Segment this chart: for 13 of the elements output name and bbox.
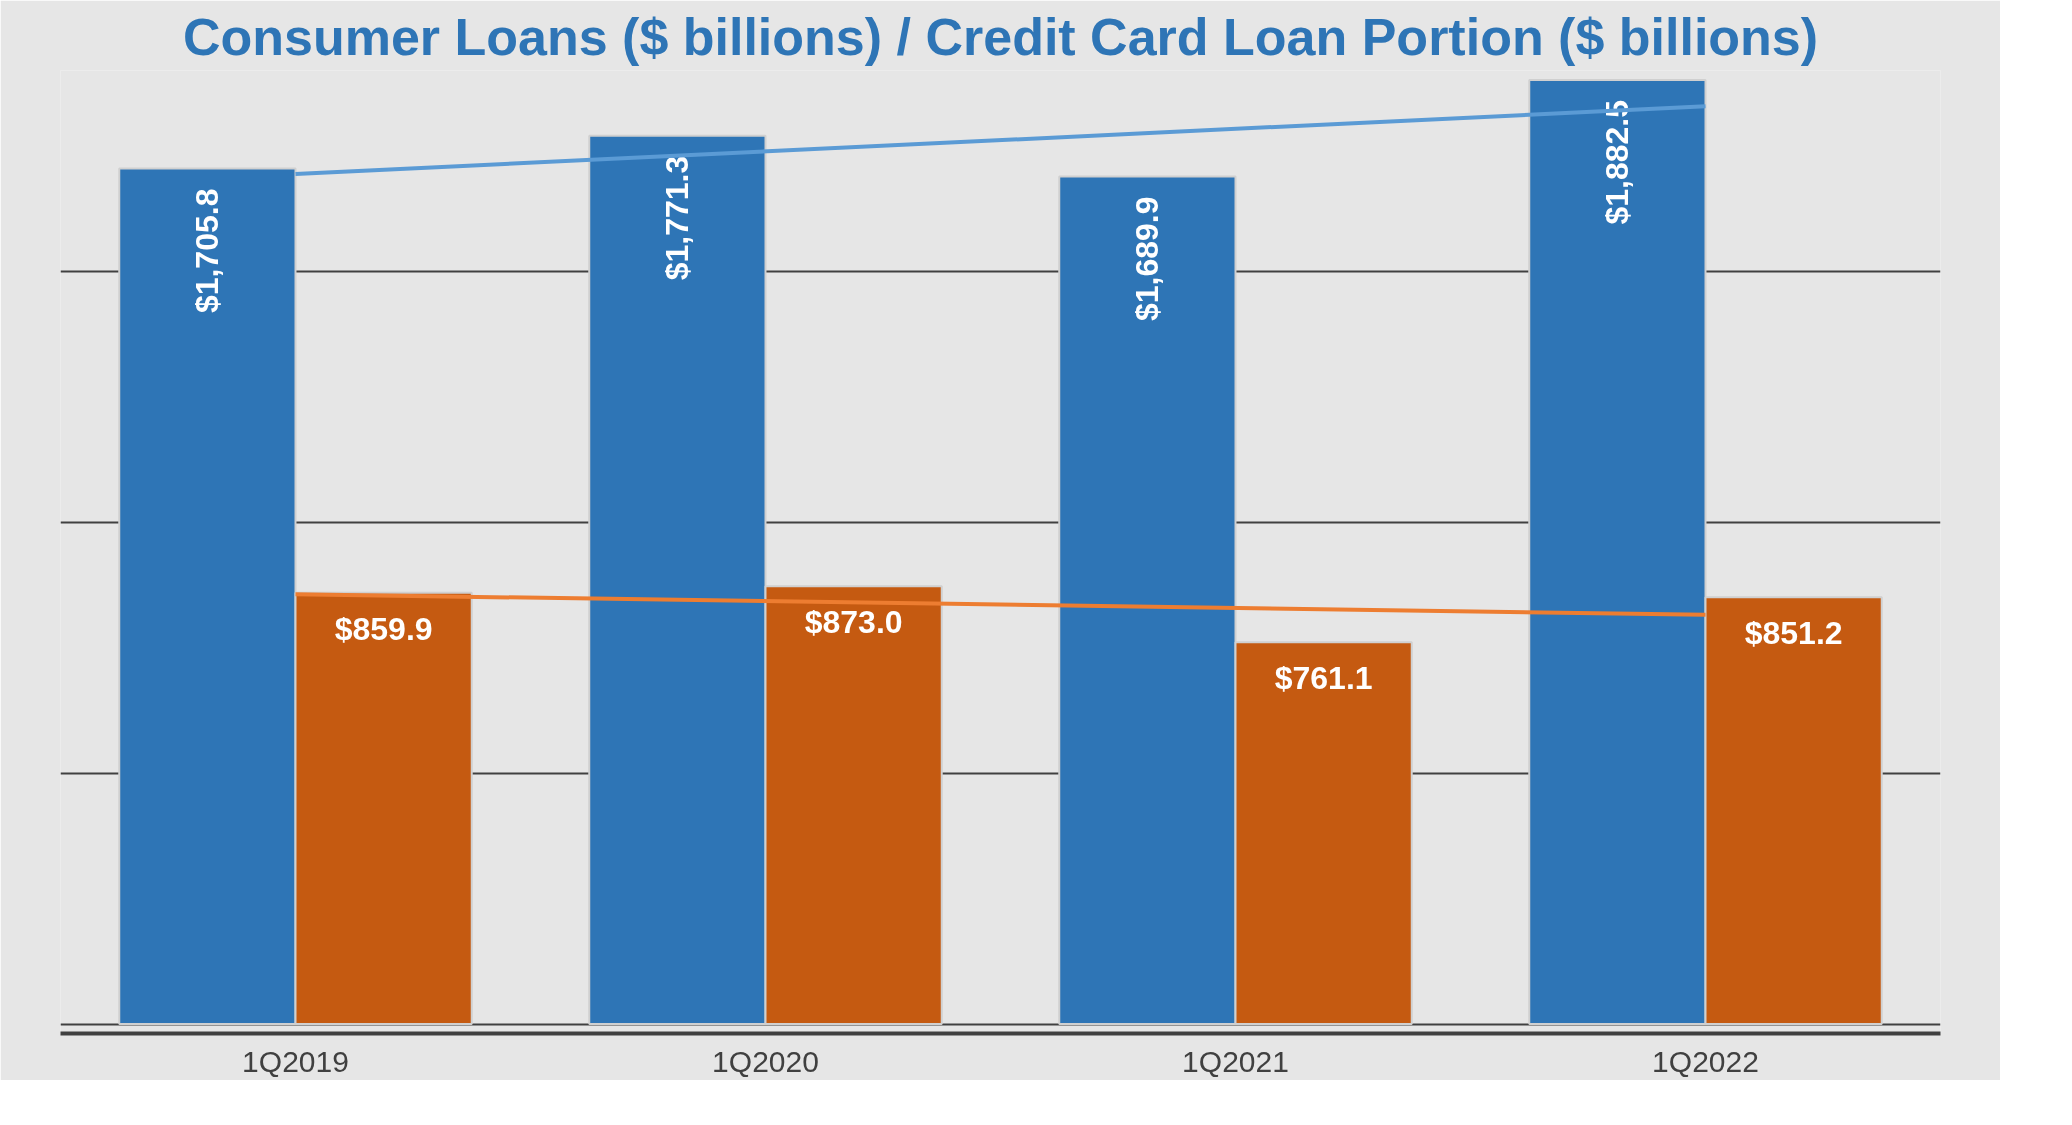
x-tick-label: 1Q2019 [242, 1044, 349, 1078]
data-label: $761.1 [1274, 660, 1373, 697]
x-tick-label: 1Q2021 [1182, 1044, 1289, 1078]
data-label: $851.2 [1744, 615, 1843, 652]
data-label: $873.0 [804, 604, 903, 641]
x-tick-label: 1Q2020 [712, 1044, 819, 1078]
x-tick-label: 1Q2022 [1652, 1044, 1759, 1078]
data-label: $1,689.9 [1129, 196, 1166, 322]
chart-title: Consumer Loans ($ billions) / Credit Card Loan Portion ($ billions) [182, 7, 1819, 66]
data-label: $859.9 [334, 610, 433, 647]
data-label: $1,882.5 [1599, 99, 1636, 225]
data-label: $1,705.8 [189, 188, 226, 314]
data-label: $1,771.3 [659, 155, 696, 281]
